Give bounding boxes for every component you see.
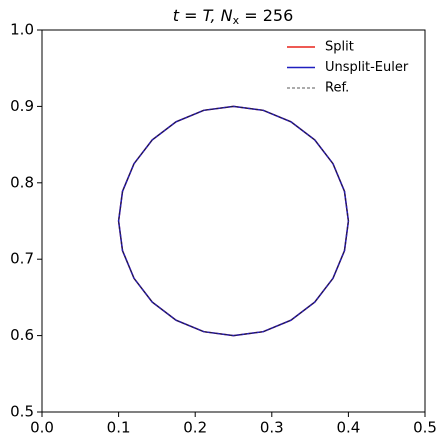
series-line bbox=[117, 105, 350, 337]
x-tick-label: 0.4 bbox=[336, 419, 360, 437]
y-tick-label: 0.6 bbox=[10, 326, 34, 344]
x-tick-label: 0.2 bbox=[183, 419, 207, 437]
title-tail: = 256 bbox=[239, 6, 293, 25]
x-tick-label: 0.1 bbox=[107, 419, 131, 437]
series-line bbox=[117, 105, 350, 337]
title-main: t = T, N bbox=[173, 6, 233, 25]
y-tick-label: 0.5 bbox=[10, 403, 34, 421]
plot-frame bbox=[41, 29, 426, 413]
legend-label: Unsplit-Euler bbox=[325, 60, 409, 75]
x-tick-label: 0.5 bbox=[413, 419, 437, 437]
y-tick-label: 0.9 bbox=[10, 97, 34, 115]
legend-label: Ref. bbox=[325, 81, 349, 96]
series-line bbox=[118, 105, 349, 337]
x-tick-label: 0.3 bbox=[260, 419, 284, 437]
legend-label: Split bbox=[325, 40, 354, 55]
y-tick-label: 1.0 bbox=[10, 21, 34, 39]
x-tick-label: 0.0 bbox=[30, 419, 54, 437]
title-subscript: x bbox=[233, 14, 240, 27]
y-tick-label: 0.8 bbox=[10, 173, 34, 191]
chart-title: t = T, Nx = 256 bbox=[173, 6, 294, 28]
y-tick-label: 0.7 bbox=[10, 250, 34, 268]
